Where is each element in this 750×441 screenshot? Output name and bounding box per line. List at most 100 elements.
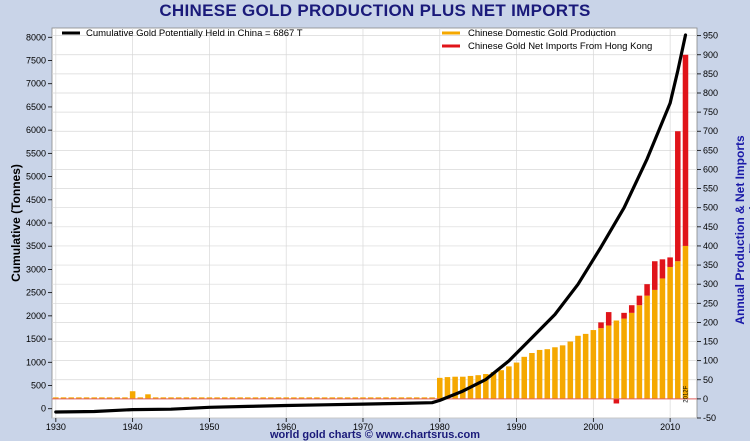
y-left-tick-label: 1500 xyxy=(26,334,46,344)
bar-production xyxy=(198,397,205,399)
y-left-tick-label: 4500 xyxy=(26,195,46,205)
bar-production xyxy=(306,397,312,399)
bar-production xyxy=(60,397,67,399)
bar-production xyxy=(636,305,643,399)
bar-production xyxy=(245,397,251,399)
bar-production xyxy=(367,397,374,399)
bar-production xyxy=(582,333,589,399)
bar-imports xyxy=(613,398,620,404)
legend-label-production: Chinese Domestic Gold Production xyxy=(468,28,616,39)
bar-production xyxy=(114,397,121,399)
y-left-tick-label: 6500 xyxy=(26,102,46,112)
y-left-tick-label: 4000 xyxy=(26,218,46,228)
bar-production xyxy=(675,261,681,399)
bar-production xyxy=(644,295,650,399)
bar-production xyxy=(452,376,458,399)
bar-production xyxy=(437,377,443,399)
y-right-tick-label: 350 xyxy=(703,260,718,270)
bar-production xyxy=(413,397,420,399)
bar-imports xyxy=(675,131,681,262)
bar-production xyxy=(667,266,673,399)
y-left-tick-label: 2500 xyxy=(26,288,46,298)
y-left-tick-label: 0 xyxy=(41,404,46,414)
bar-production xyxy=(652,289,658,399)
bar-production xyxy=(268,397,274,399)
bar-production xyxy=(498,370,504,399)
bar-imports xyxy=(644,284,650,296)
cumulative-line xyxy=(54,33,688,414)
bar-production xyxy=(598,328,604,399)
bar-production xyxy=(222,397,228,399)
bar-imports xyxy=(652,261,658,290)
bar-production xyxy=(475,375,481,399)
bar-production xyxy=(137,397,144,399)
bar-production xyxy=(621,318,627,399)
y-right-tick-label: 700 xyxy=(703,126,718,136)
x-tick-label: 1980 xyxy=(430,422,450,432)
bar-production xyxy=(590,330,597,399)
bar-production xyxy=(628,312,635,399)
bar-production xyxy=(559,345,566,399)
bar-production xyxy=(360,397,366,399)
bar-production xyxy=(175,397,182,399)
y-right-tick-label: 800 xyxy=(703,88,718,98)
bar-production xyxy=(344,397,351,399)
x-tick-label: 1950 xyxy=(199,422,219,432)
y-left-tick-label: 3500 xyxy=(26,241,46,251)
y-left-tick-label: 5500 xyxy=(26,148,46,158)
x-tick-label: 1990 xyxy=(507,422,527,432)
bar-production xyxy=(460,376,466,399)
bar-production xyxy=(191,397,197,399)
bar-production xyxy=(91,397,97,399)
y-left-tick-label: 7000 xyxy=(26,79,46,89)
bar-production xyxy=(252,397,259,399)
y-right-tick-label: 300 xyxy=(703,279,718,289)
bar-production xyxy=(321,397,328,399)
x-tick-label: 1940 xyxy=(123,422,143,432)
bar-production xyxy=(229,397,236,399)
bar-production xyxy=(513,362,520,399)
bar-production xyxy=(314,397,320,399)
y-right-tick-label: 550 xyxy=(703,184,718,194)
bar-production xyxy=(659,278,666,399)
y-right-tick-label: 600 xyxy=(703,164,718,174)
bar-production xyxy=(337,397,343,399)
bar-production xyxy=(521,356,527,399)
bar-production xyxy=(152,397,159,399)
y-right-tick-label: 150 xyxy=(703,337,718,347)
bar-production xyxy=(613,320,620,399)
bar-production xyxy=(214,397,220,399)
bar-production xyxy=(206,397,213,399)
bar-imports xyxy=(667,257,673,267)
y-left-tick-label: 2000 xyxy=(26,311,46,321)
bar-production xyxy=(329,397,336,399)
bar-production xyxy=(552,347,558,399)
bar-imports xyxy=(605,312,612,326)
bar-production xyxy=(129,391,136,399)
x-tick-label: 2010 xyxy=(660,422,680,432)
bar-production xyxy=(283,397,289,399)
y-left-tick-label: 3000 xyxy=(26,264,46,274)
bar-production xyxy=(605,325,612,399)
y-right-tick-label: 200 xyxy=(703,317,718,327)
y-right-tick-label: 450 xyxy=(703,222,718,232)
y-right-tick-label: 50 xyxy=(703,375,713,385)
y-right-tick-label: 100 xyxy=(703,356,718,366)
legend-label-imports: Chinese Gold Net Imports From Hong Kong xyxy=(468,41,652,52)
bar-production xyxy=(483,374,489,399)
bar-production xyxy=(83,397,90,399)
bar-production xyxy=(160,397,167,399)
bar-production xyxy=(575,335,581,399)
y-right-tick-label: 0 xyxy=(703,394,708,404)
bar-production xyxy=(406,397,412,399)
bar-production xyxy=(352,397,359,399)
y-right-tick-label: 500 xyxy=(703,203,718,213)
bar-production xyxy=(275,397,282,399)
chart-title: CHINESE GOLD PRODUCTION PLUS NET IMPORTS xyxy=(159,1,591,20)
y-left-tick-label: 500 xyxy=(31,381,46,391)
y-axis-label-right: Annual Production & Net Imports (Tonnes) xyxy=(733,135,750,325)
bar-production xyxy=(398,397,405,399)
y-right-tick-label: -50 xyxy=(703,413,716,423)
bar-imports xyxy=(636,295,643,306)
bar-production xyxy=(682,245,689,399)
